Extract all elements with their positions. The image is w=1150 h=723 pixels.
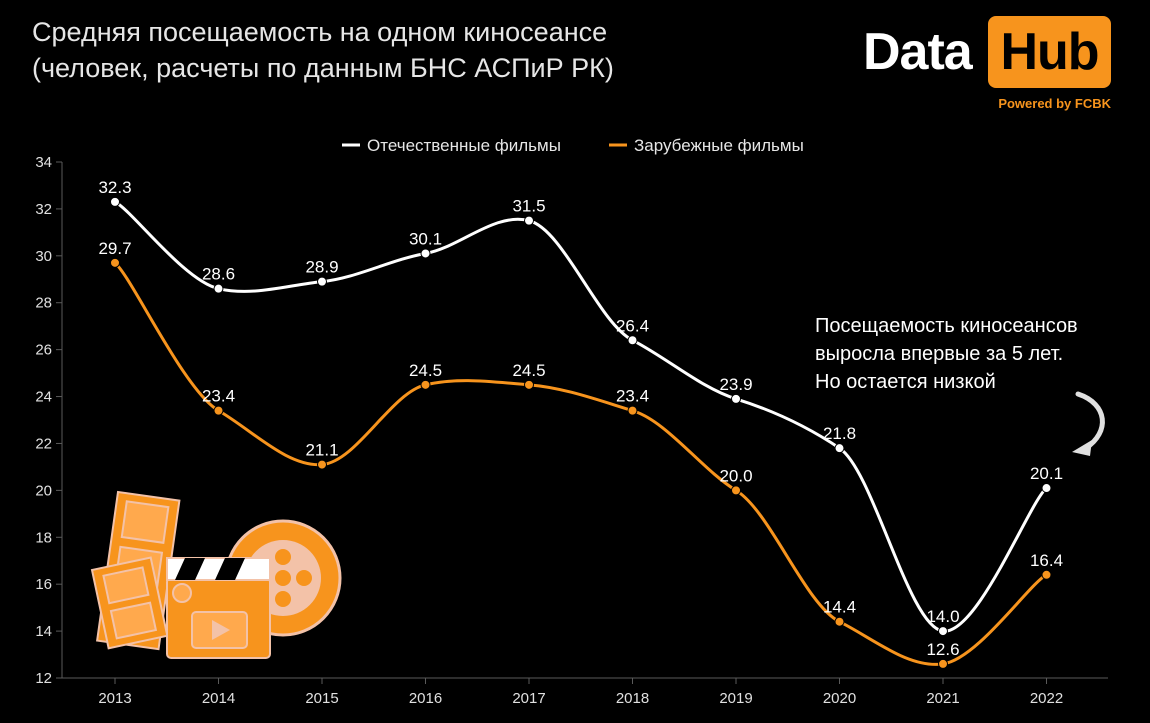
data-label-domestic: 20.1 (1030, 464, 1063, 483)
data-label-foreign: 23.4 (616, 387, 649, 406)
data-point-domestic (731, 393, 741, 404)
y-tick-label: 22 (35, 435, 52, 452)
y-tick-label: 26 (35, 342, 52, 359)
chart-series-lines (113, 200, 1048, 666)
data-point-foreign (1041, 569, 1052, 580)
legend-label: Зарубежные фильмы (634, 136, 804, 155)
data-point-foreign (938, 658, 948, 669)
chart-title-line-1: Средняя посещаемость на одном киносеансе (32, 17, 608, 47)
data-point-domestic (420, 248, 431, 259)
datahub-logo: Data Hub Powered by FCBK (860, 16, 1115, 116)
data-point-domestic (1041, 483, 1052, 494)
data-point-domestic (938, 626, 948, 637)
data-point-domestic (834, 443, 845, 454)
data-label-foreign: 12.6 (926, 640, 959, 659)
curved-arrow-down-icon (1075, 391, 1105, 451)
y-tick-label: 34 (35, 154, 52, 171)
data-point-foreign (834, 616, 845, 627)
legend-label: Отечественные фильмы (367, 136, 561, 155)
data-point-domestic (524, 215, 534, 226)
data-label-foreign: 20.0 (719, 466, 752, 485)
data-label-foreign: 24.5 (512, 361, 545, 380)
x-tick-label: 2016 (409, 690, 442, 707)
clapperboard-icon (166, 557, 271, 659)
x-tick-label: 2014 (202, 690, 235, 707)
x-tick-label: 2015 (305, 690, 338, 707)
y-tick-label: 20 (35, 482, 52, 499)
data-label-foreign: 29.7 (98, 239, 131, 258)
data-label-domestic: 28.9 (305, 258, 338, 277)
chart-series-points (110, 196, 1052, 669)
series-line-foreign (113, 261, 1048, 666)
annotation-line-2: выросла впервые за 5 лет. (815, 343, 1064, 365)
data-point-foreign (213, 405, 224, 416)
y-tick-label: 18 (35, 529, 52, 546)
logo-hub-box: Hub (988, 16, 1111, 88)
chart-data-labels: 32.3 28.6 28.9 30.1 31.5 26.4 23.9 21.8 14.0 20.1… (98, 178, 1063, 659)
annotation-text: Посещаемость киносеансов выросла впервые… (815, 312, 1078, 396)
series-line-domestic (114, 200, 1048, 633)
logo-hub-word: Hub (1000, 23, 1099, 81)
x-tick-label: 2013 (98, 690, 131, 707)
chart-title-line-2: (человек, расчеты по данным БНС АСПиР РК… (32, 53, 614, 83)
data-label-foreign: 21.1 (305, 441, 338, 460)
x-tick-label: 2018 (616, 690, 649, 707)
data-point-domestic (317, 276, 327, 287)
y-tick-label: 12 (35, 670, 52, 687)
y-tick-label: 30 (35, 248, 52, 265)
y-tick-label: 32 (35, 201, 52, 218)
data-label-domestic: 32.3 (98, 178, 131, 197)
chart-legend: Отечественные фильмы Зарубежные фильмы (342, 136, 804, 155)
data-label-foreign: 16.4 (1030, 551, 1063, 570)
data-label-domestic: 21.8 (823, 424, 856, 443)
data-label-domestic: 26.4 (616, 316, 649, 335)
cinema-illustration-icon (90, 490, 342, 659)
data-label-domestic: 28.6 (202, 265, 235, 284)
data-point-foreign (110, 257, 120, 268)
x-tick-label: 2020 (823, 690, 856, 707)
data-label-foreign: 24.5 (409, 361, 442, 380)
logo-powered-by: Powered by FCBK (998, 96, 1111, 111)
x-tick-label: 2017 (512, 690, 545, 707)
x-tick-label: 2022 (1030, 690, 1063, 707)
data-label-domestic: 14.0 (926, 607, 959, 626)
data-point-domestic (213, 283, 224, 294)
y-tick-label: 16 (35, 576, 52, 593)
data-point-foreign (524, 379, 534, 390)
y-tick-label: 28 (35, 295, 52, 312)
data-label-domestic: 31.5 (512, 197, 545, 216)
data-point-domestic (627, 335, 638, 346)
chart-title: Средняя посещаемость на одном киносеансе… (32, 14, 614, 86)
y-tick-label: 14 (35, 623, 52, 640)
data-point-domestic (110, 196, 120, 207)
logo-data-word: Data (863, 23, 973, 81)
annotation-line-1: Посещаемость киносеансов (815, 315, 1078, 337)
data-label-domestic: 30.1 (409, 229, 442, 248)
x-tick-label: 2019 (719, 690, 752, 707)
y-tick-label: 24 (35, 389, 52, 406)
annotation-line-3: Но остается низкой (815, 371, 996, 393)
data-point-foreign (731, 485, 741, 496)
data-point-foreign (627, 405, 638, 416)
data-label-domestic: 23.9 (719, 375, 752, 394)
data-point-foreign (317, 459, 327, 470)
film-strip-back-icon (90, 556, 169, 650)
data-point-foreign (420, 379, 431, 390)
data-label-foreign: 23.4 (202, 387, 235, 406)
curved-arrow-head-icon (1072, 440, 1092, 456)
data-label-foreign: 14.4 (823, 598, 856, 617)
x-tick-label: 2021 (926, 690, 959, 707)
